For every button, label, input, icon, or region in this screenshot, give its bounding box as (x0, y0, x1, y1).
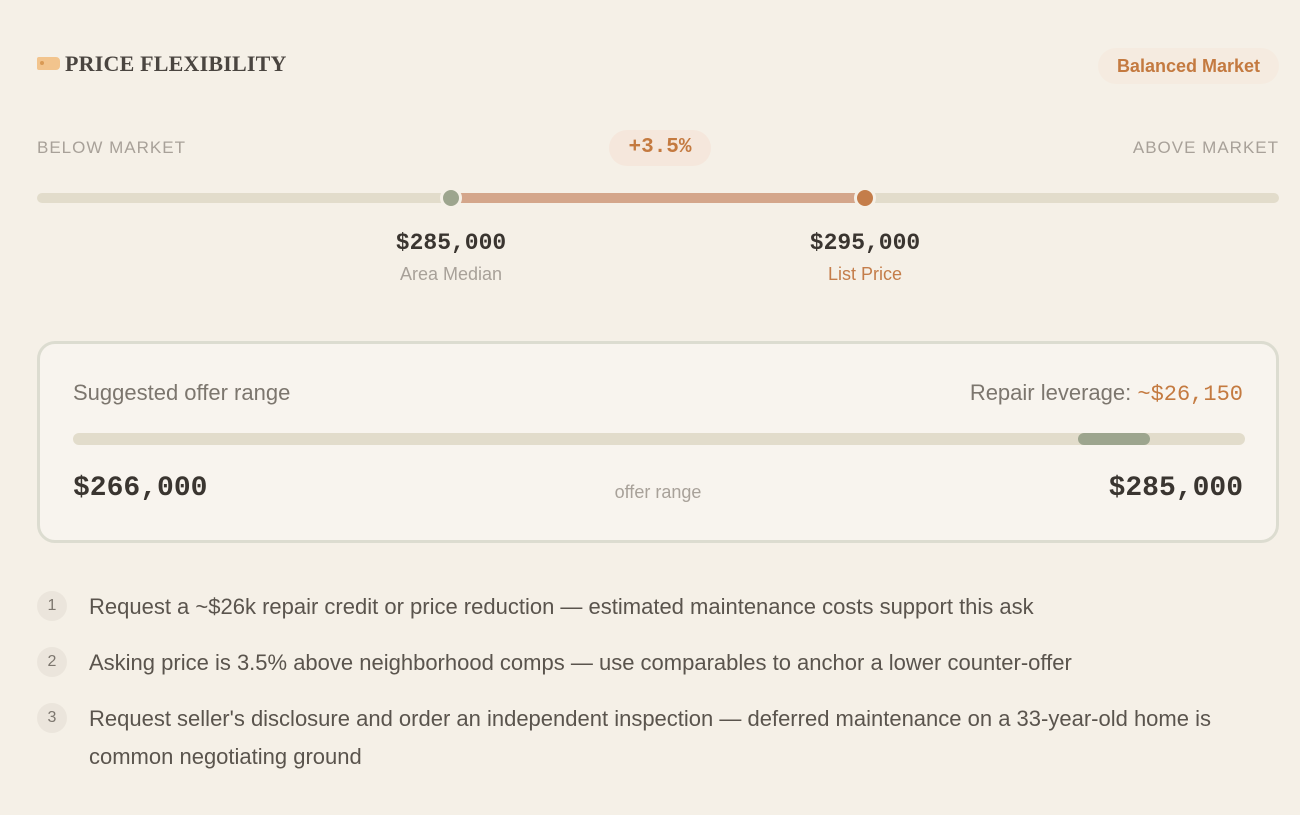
offer-range-fill (1078, 433, 1150, 445)
tip-text: Request a ~$26k repair credit or price r… (89, 594, 1034, 619)
tip-text: Asking price is 3.5% above neighborhood … (89, 650, 1072, 675)
above-market-label: ABOVE MARKET (1132, 138, 1279, 157)
repair-leverage-label: Repair leverage: (969, 380, 1132, 405)
tip-text: Request seller's disclosure and order an… (89, 706, 1211, 769)
below-market-label: BELOW MARKET (37, 138, 186, 157)
offer-range-caption: offer range (614, 482, 702, 502)
negotiation-tips-list: 1 Request a ~$26k repair credit or price… (37, 588, 1279, 794)
price-tag-icon (37, 57, 60, 70)
area-median-marker (440, 187, 462, 209)
repair-leverage: Repair leverage: ~$26,150 (970, 380, 1243, 407)
offer-max-value: $285,000 (1108, 473, 1243, 504)
offer-range-card: Suggested offer range Repair leverage: ~… (37, 341, 1279, 543)
tip-number-badge: 3 (37, 703, 67, 733)
panel-title: PRICE FLEXIBILITY (65, 51, 287, 76)
list-price-value: $295,000 (809, 230, 921, 256)
list-item: 1 Request a ~$26k repair credit or price… (37, 588, 1279, 626)
offer-min-value: $266,000 (73, 473, 208, 504)
percent-diff-badge: +3.5% (609, 130, 711, 166)
offer-range-title: Suggested offer range (73, 380, 291, 405)
tip-number-badge: 2 (37, 647, 67, 677)
area-median-value: $285,000 (395, 230, 507, 256)
list-price-marker (854, 187, 876, 209)
list-item: 3 Request seller's disclosure and order … (37, 700, 1279, 776)
list-price-label: List Price (827, 264, 903, 284)
tip-number-badge: 1 (37, 591, 67, 621)
price-diff-fill (451, 193, 865, 203)
offer-range-track (73, 433, 1245, 445)
panel-header: PRICE FLEXIBILITY Balanced Market (37, 48, 1279, 84)
market-status-badge: Balanced Market (1097, 48, 1279, 84)
area-median-label: Area Median (399, 264, 503, 284)
list-item: 2 Asking price is 3.5% above neighborhoo… (37, 644, 1279, 682)
repair-leverage-value: ~$26,150 (1137, 382, 1243, 407)
